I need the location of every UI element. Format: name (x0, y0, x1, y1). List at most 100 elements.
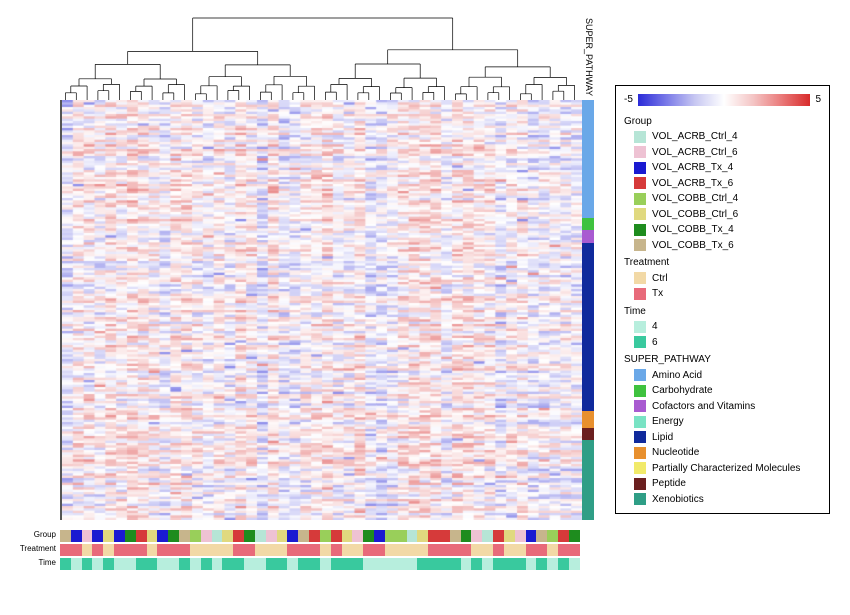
legend-label: VOL_ACRB_Ctrl_4 (652, 129, 738, 145)
legend-swatch (634, 208, 646, 220)
annotation-cell (147, 544, 158, 556)
annotation-cell (515, 530, 526, 542)
annotation-cell (125, 558, 136, 570)
annotation-cell (493, 558, 504, 570)
annotation-cell (71, 558, 82, 570)
pathway-segment (582, 230, 594, 243)
legend-section-title: Treatment (624, 255, 821, 271)
annotation-cell (233, 530, 244, 542)
annotation-cell (157, 530, 168, 542)
annotation-cell (558, 544, 569, 556)
annotation-cell (125, 530, 136, 542)
annotation-cell (71, 530, 82, 542)
annotation-cell (201, 544, 212, 556)
annotation-cell (493, 544, 504, 556)
legend-item: VOL_ACRB_Tx_6 (634, 176, 821, 192)
annotation-cell (114, 530, 125, 542)
annotation-cell (504, 544, 515, 556)
annotation-cell (255, 558, 266, 570)
legend-swatch (634, 131, 646, 143)
legend-item: VOL_ACRB_Tx_4 (634, 160, 821, 176)
legend-item: 6 (634, 335, 821, 351)
legend-item: VOL_COBB_Tx_6 (634, 238, 821, 254)
annotation-cell (136, 558, 147, 570)
annotation-cell (417, 544, 428, 556)
annotation-cell (439, 558, 450, 570)
annotation-cell (103, 558, 114, 570)
annotation-cell (558, 530, 569, 542)
legend-label: Peptide (652, 476, 686, 492)
legend-label: Ctrl (652, 271, 668, 287)
annotation-cell (417, 530, 428, 542)
annotation-cell (385, 530, 396, 542)
legend-label: Carbohydrate (652, 383, 713, 399)
legend-swatch (634, 400, 646, 412)
annotation-cell (103, 530, 114, 542)
annotation-cell (168, 558, 179, 570)
annotation-cell (407, 558, 418, 570)
annotation-cell (450, 544, 461, 556)
annotation-cell (504, 530, 515, 542)
annotation-cell (428, 558, 439, 570)
legend-swatch (634, 478, 646, 490)
legend-item: VOL_COBB_Ctrl_6 (634, 207, 821, 223)
annotation-cell (428, 544, 439, 556)
annotation-cell (320, 544, 331, 556)
annotation-cell (407, 530, 418, 542)
annotation-cell (342, 544, 353, 556)
annotation-cell (374, 544, 385, 556)
pathway-segment (582, 218, 594, 231)
pathway-axis-label: SUPER_PATHWAY (582, 8, 594, 96)
legend-swatch (634, 462, 646, 474)
annotation-cell (82, 530, 93, 542)
legend-item: VOL_ACRB_Ctrl_6 (634, 145, 821, 161)
annotation-cell (439, 544, 450, 556)
annotation-cell (60, 530, 71, 542)
annotation-cell (212, 558, 223, 570)
annotation-cell (374, 530, 385, 542)
colorscale-gradient (638, 94, 811, 106)
legend-item: Xenobiotics (634, 492, 821, 508)
legend-label: VOL_COBB_Tx_4 (652, 222, 734, 238)
annotation-cell (157, 544, 168, 556)
legend-section-title: SUPER_PATHWAY (624, 352, 821, 368)
annotation-row-label: Group (0, 530, 56, 539)
legend-swatch (634, 493, 646, 505)
legend-swatch (634, 239, 646, 251)
legend-label: 4 (652, 319, 658, 335)
annotation-cell (82, 558, 93, 570)
legend-swatch (634, 416, 646, 428)
legend-label: 6 (652, 335, 658, 351)
legend-item: Carbohydrate (634, 383, 821, 399)
annotation-cell (482, 530, 493, 542)
legend-swatch (634, 224, 646, 236)
annotation-cell (222, 558, 233, 570)
legend-swatch (634, 288, 646, 300)
annotation-cell (363, 558, 374, 570)
annotation-cell (461, 530, 472, 542)
annotation-cell (277, 558, 288, 570)
legend-swatch (634, 369, 646, 381)
annotation-cell (493, 530, 504, 542)
legend-item: Tx (634, 286, 821, 302)
annotation-cell (201, 558, 212, 570)
annotation-cell (179, 530, 190, 542)
annotation-cell (222, 544, 233, 556)
annotation-cell (287, 544, 298, 556)
annotation-cell (536, 558, 547, 570)
annotation-cell (92, 530, 103, 542)
legend-label: Xenobiotics (652, 492, 704, 508)
legend-item: Energy (634, 414, 821, 430)
annotation-cell (342, 530, 353, 542)
annotation-cell (92, 558, 103, 570)
legend-item: Cofactors and Vitamins (634, 399, 821, 415)
legend-swatch (634, 336, 646, 348)
column-dendrogram (60, 8, 580, 100)
legend-item: Peptide (634, 476, 821, 492)
legend-label: Partially Characterized Molecules (652, 461, 800, 477)
annotation-cell (212, 530, 223, 542)
annotation-cell (287, 530, 298, 542)
annotation-cell (569, 544, 580, 556)
annotation-cell (320, 558, 331, 570)
legend-label: VOL_ACRB_Tx_6 (652, 176, 733, 192)
